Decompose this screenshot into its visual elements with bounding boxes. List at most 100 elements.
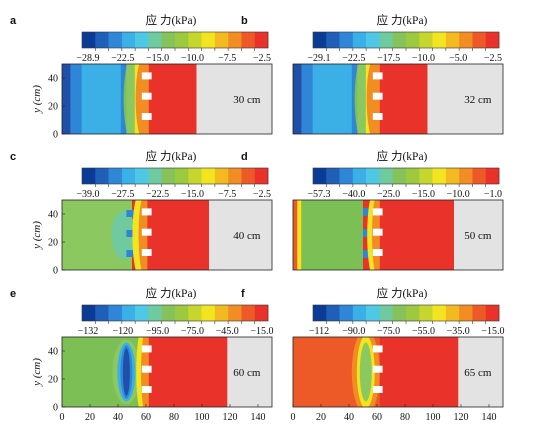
y-tick-label: 40: [48, 210, 58, 221]
panel-d: d 应 力(kPa) −57.3 −40.0 −25.0 −15.0 −10.0 −1.0 50…: [241, 149, 504, 271]
anchor-plate: [141, 249, 152, 256]
colorbar-swatch: [188, 168, 202, 184]
panel-f: f 应 力(kPa) −112 −90.0 −75.0 −55.0 −35.0 −15.0 65…: [241, 286, 505, 423]
stress-band: [148, 64, 197, 134]
colorbar-swatch: [214, 168, 229, 184]
colorbar-swatch: [175, 305, 189, 321]
anchor-plate: [141, 386, 152, 393]
colorbar-swatch: [161, 32, 176, 48]
colorbar-swatch: [228, 168, 242, 184]
colorbar-swatch: [366, 168, 380, 184]
colorbar-tick-label: −28.9: [76, 53, 99, 64]
x-tick-label: 80: [400, 412, 410, 423]
colorbar-swatch: [366, 305, 380, 321]
plot-frame: [292, 199, 504, 271]
y-tick-label: 0: [53, 266, 58, 277]
colorbar-swatch: [254, 168, 269, 184]
colorbar-tick-label: −75.0: [377, 326, 400, 337]
colorbar-swatch: [82, 32, 96, 48]
anchor-plate: [141, 365, 152, 373]
panel-label-b: b: [241, 15, 248, 27]
anchor-plate: [372, 249, 383, 256]
colorbar-swatch: [148, 168, 163, 184]
stress-band: [147, 200, 209, 270]
plot-area: [293, 200, 503, 270]
colorbar-tick-label: −7.5: [218, 53, 236, 64]
stress-contour: [111, 210, 136, 260]
colorbar-tick-label: −120: [112, 326, 133, 337]
colorbar-swatch: [339, 168, 354, 184]
anchor-plate: [372, 386, 383, 393]
plot-frame: [61, 336, 273, 408]
depth-annotation: 50 cm: [464, 230, 492, 242]
colorbar-tick-label: −15.0: [181, 189, 204, 200]
colorbar-swatch: [339, 32, 354, 48]
plot-frame: [61, 63, 273, 135]
colorbar-title: 应 力(kPa): [146, 13, 197, 27]
stress-contour: [359, 342, 372, 402]
stress-band: [379, 200, 454, 270]
colorbar-swatch: [121, 32, 136, 48]
stress-band: [81, 64, 121, 134]
panel-label-a: a: [10, 15, 17, 27]
y-axis-label: y (cm): [31, 221, 43, 250]
plot-area: [62, 64, 272, 134]
plot-frame: [292, 63, 504, 135]
colorbar-swatch: [148, 32, 163, 48]
colorbar-tick-label: −2.5: [253, 53, 271, 64]
y-tick-label: 0: [53, 130, 58, 141]
plot-area: [62, 337, 272, 407]
colorbar-swatch: [472, 305, 487, 321]
colorbar-swatch: [254, 305, 269, 321]
colorbar-swatch: [392, 32, 407, 48]
colorbar-tick-label: −35.0: [447, 326, 470, 337]
anchor-plate: [372, 72, 383, 80]
colorbar-tick-label: −75.0: [181, 326, 204, 337]
colorbar-tick-label: −40.0: [342, 189, 365, 200]
stress-band: [379, 337, 459, 407]
colorbar-swatch: [175, 32, 189, 48]
plot-area: [62, 200, 272, 270]
y-tick-label: 20: [48, 102, 58, 113]
stress-field: [62, 200, 209, 270]
colorbar-tick-label: −39.0: [76, 189, 99, 200]
depth-annotation: 60 cm: [233, 367, 261, 379]
depth-annotation: 40 cm: [233, 230, 261, 242]
x-tick-label: 0: [291, 412, 296, 423]
stress-contour: [122, 348, 130, 396]
colorbar-tick-label: −15.0: [250, 326, 273, 337]
colorbar-tick-label: −90.0: [342, 326, 365, 337]
colorbar-swatch: [241, 32, 256, 48]
anchor-plate: [372, 365, 383, 373]
x-tick-label: 100: [426, 412, 441, 423]
colorbar-swatch: [214, 32, 229, 48]
colorbar-swatch: [108, 32, 123, 48]
stress-band: [293, 200, 298, 270]
plot-area: [293, 64, 503, 134]
colorbar-swatch: [228, 305, 242, 321]
colorbar-swatch: [419, 32, 433, 48]
y-axis-label: y (cm): [31, 85, 43, 114]
colorbar-swatch: [406, 305, 420, 321]
colorbar-swatch: [406, 168, 420, 184]
colorbar-swatch: [241, 168, 256, 184]
colorbar-swatch: [445, 305, 460, 321]
stress-field: [293, 337, 459, 407]
colorbar-title: 应 力(kPa): [146, 149, 197, 163]
colorbar-swatch: [406, 32, 420, 48]
colorbar-swatch: [352, 305, 367, 321]
colorbar-swatch: [445, 32, 460, 48]
x-tick-label: 100: [195, 412, 210, 423]
colorbar-title: 应 力(kPa): [377, 286, 428, 300]
plot-frame: [61, 199, 273, 271]
colorbar-swatch: [121, 168, 136, 184]
colorbar-swatch: [95, 305, 109, 321]
colorbar-title: 应 力(kPa): [377, 149, 428, 163]
x-tick-label: 140: [251, 412, 266, 423]
colorbar-swatch: [352, 168, 367, 184]
x-tick-label: 60: [141, 412, 151, 423]
y-tick-label: 20: [48, 375, 58, 386]
stress-field: [62, 64, 197, 134]
colorbar-swatch: [313, 305, 327, 321]
panel-c: c 应 力(kPa) −39.0 −27.5 −22.5 −15.0 −7.5 −2.5 40 …: [10, 149, 273, 277]
